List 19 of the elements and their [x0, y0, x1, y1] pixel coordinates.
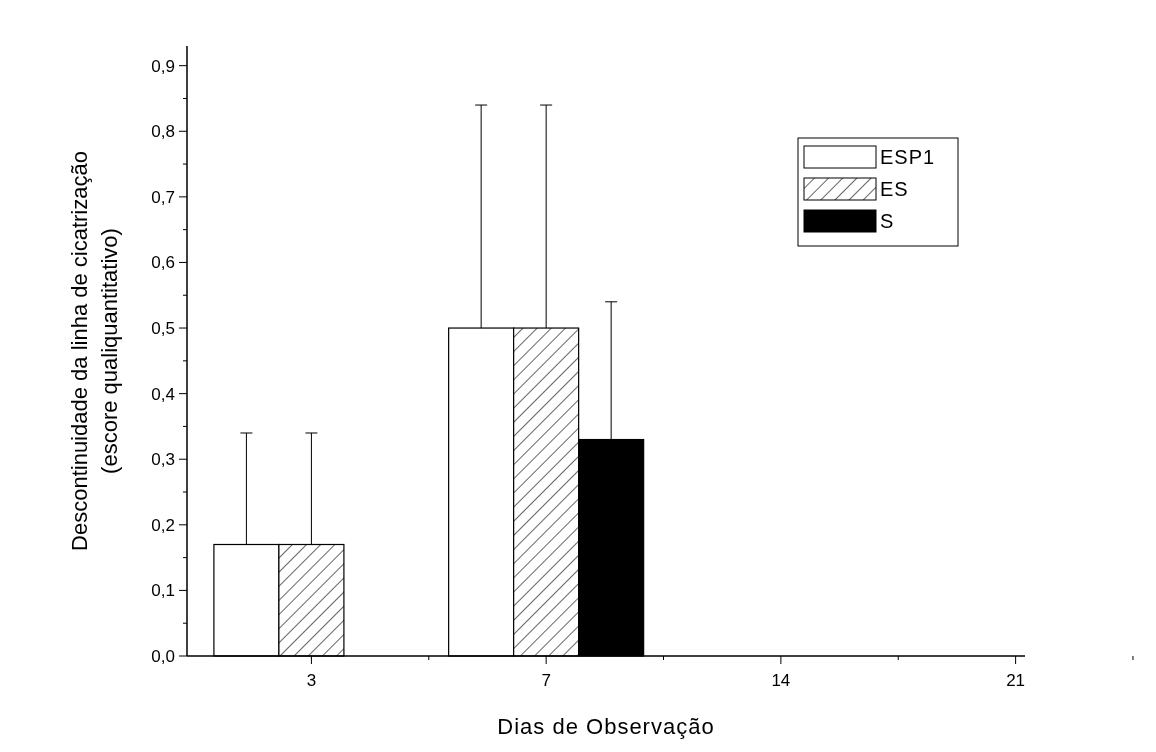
y-tick-label: 0,9	[151, 56, 175, 76]
y-tick-label: 0,4	[151, 384, 175, 404]
y-tick-label: 0,0	[151, 646, 175, 666]
x-tick-label: 3	[306, 671, 317, 690]
x-tick-label: 21	[1006, 671, 1026, 690]
y-axis-title: Descontinuidade da linha de cicatrização (escore qualiquantitativo)	[67, 151, 122, 551]
y-tick-label: 0,7	[151, 187, 175, 207]
x-axis-title: Dias de Observação	[497, 714, 715, 739]
legend-label: ES	[880, 178, 909, 200]
y-tick-label: 0,2	[151, 515, 175, 535]
x-tick-label: 7	[541, 671, 551, 690]
y-tick-label: 0,6	[151, 253, 175, 273]
legend-label: S	[880, 210, 895, 232]
y-tick-label: 0,8	[151, 122, 175, 142]
legend-label: ESP1	[880, 146, 936, 168]
y-tick-label: 0,1	[151, 581, 175, 601]
y-tick-label: 0,3	[151, 450, 175, 470]
y-tick-label: 0,5	[151, 318, 175, 338]
x-tick-label: 14	[771, 671, 791, 690]
